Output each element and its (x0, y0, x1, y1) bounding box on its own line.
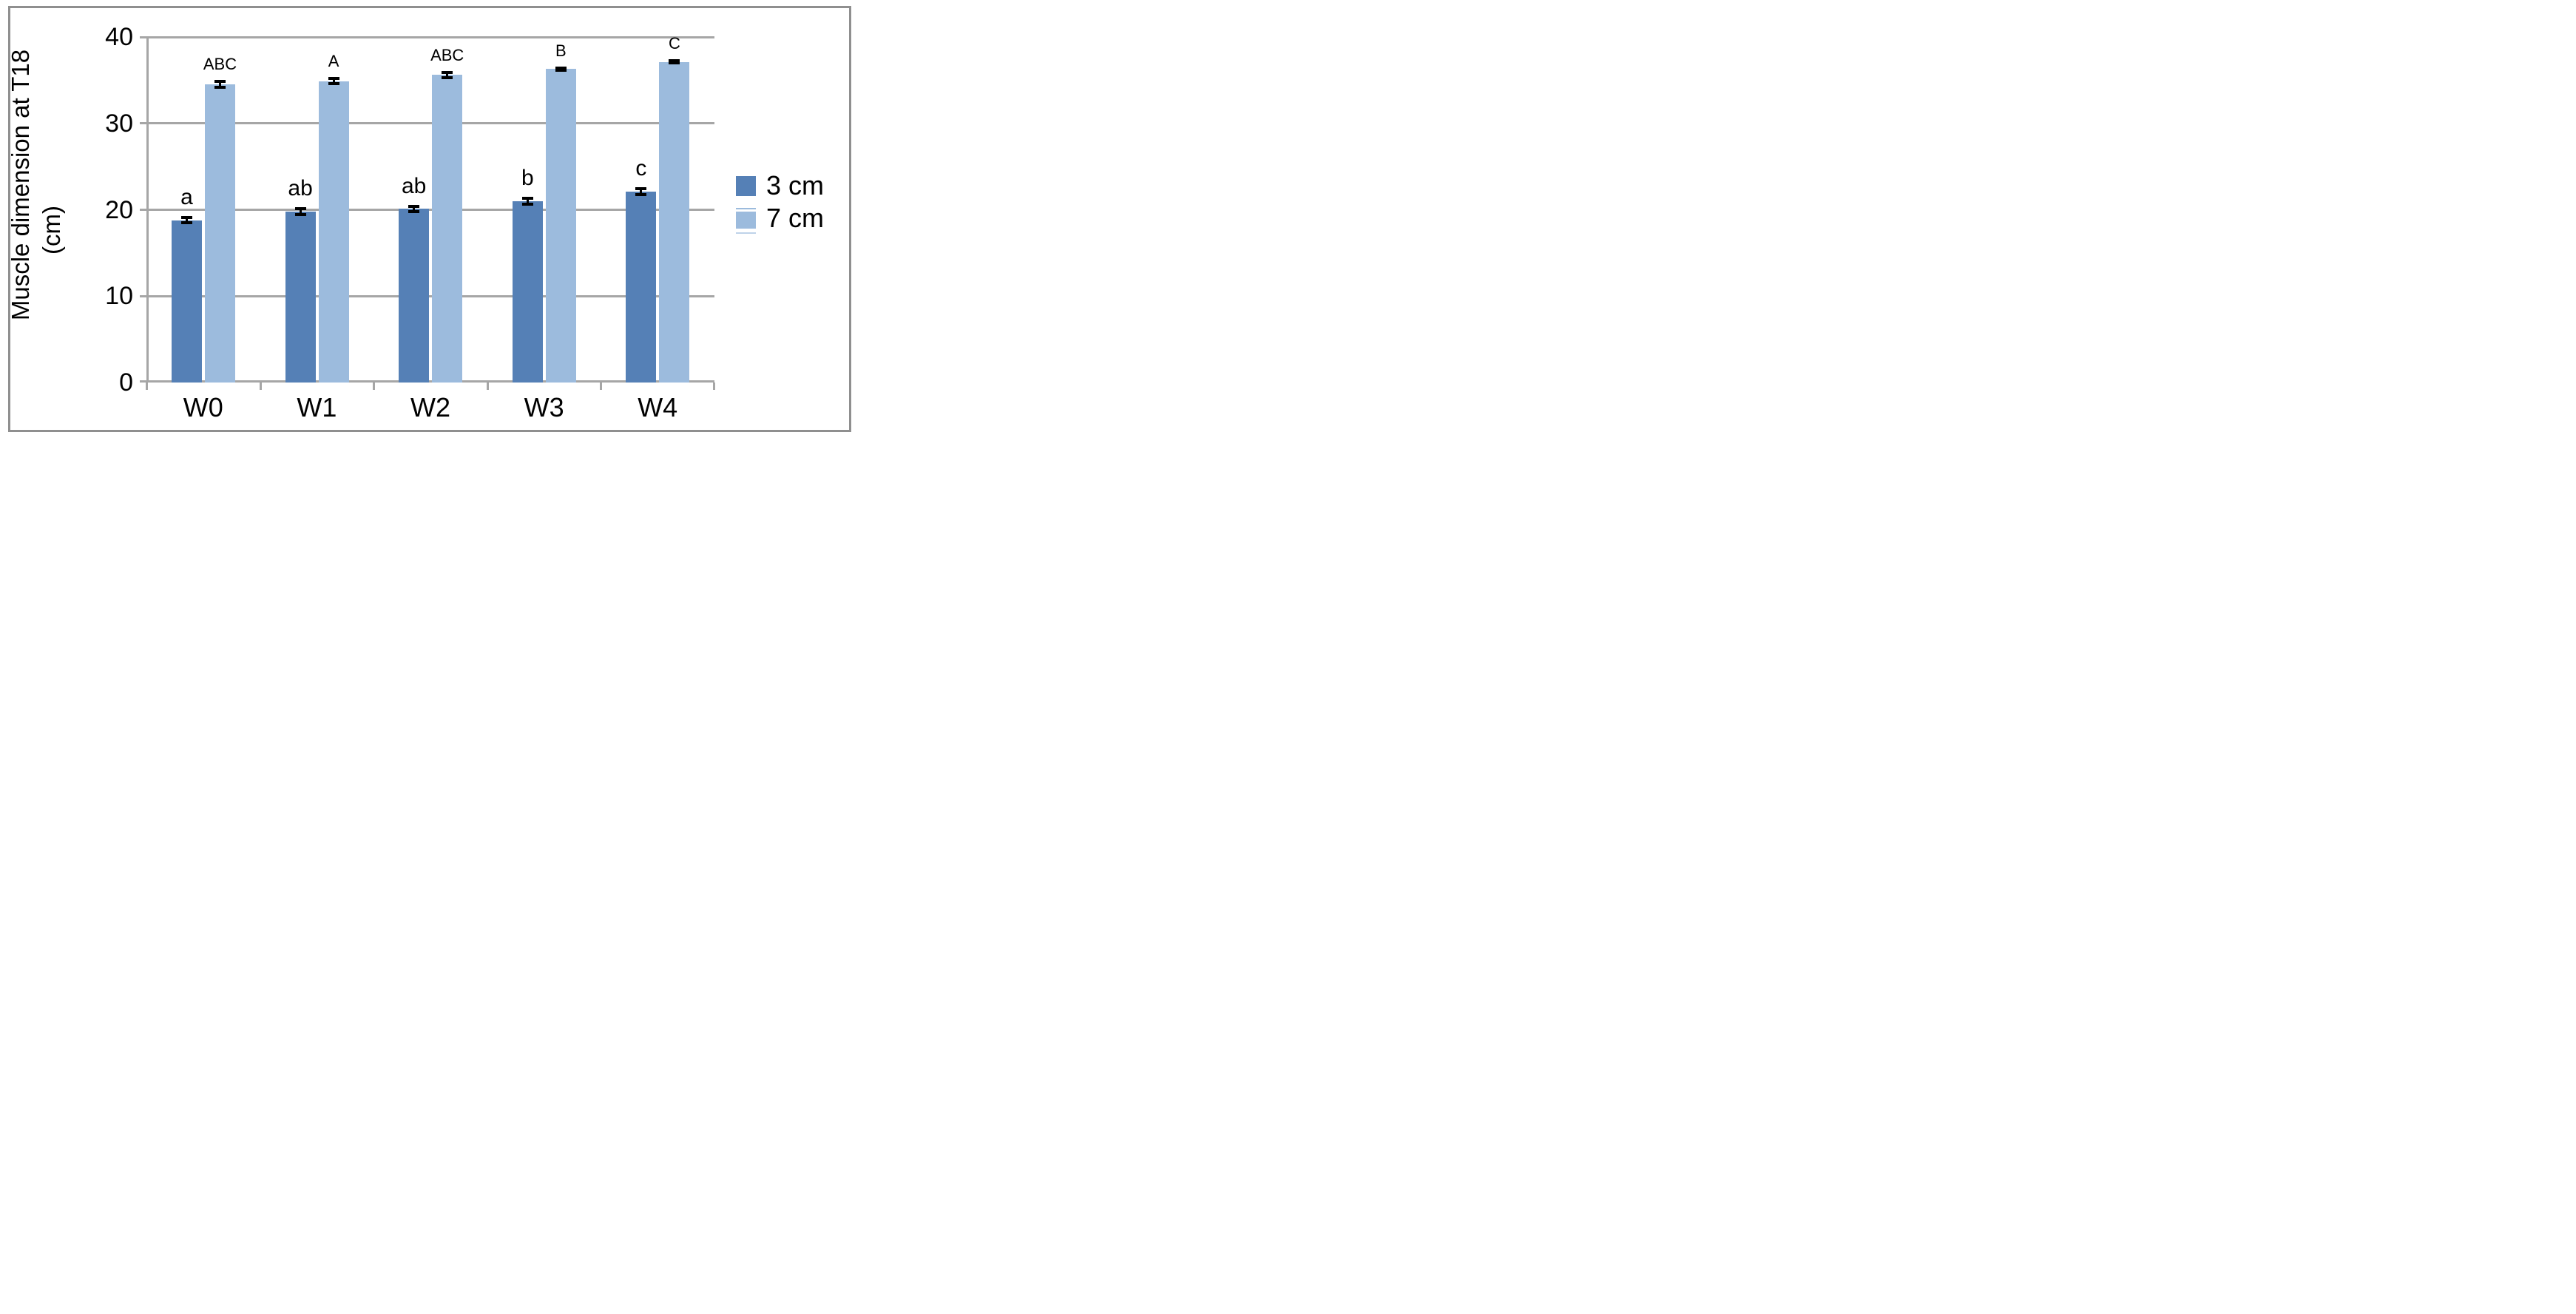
x-tick-label-W0: W0 (183, 392, 223, 422)
sig-letter-W2-3cm: ab (402, 173, 427, 198)
bar-W3-3cm (512, 201, 543, 383)
plot-area: 0 10 20 30 40 W0 a ABC W1 ab A W2 ab ABC W3 b B W4 c C (105, 23, 715, 422)
legend-swatch-3cm (736, 175, 756, 196)
error-bar-cap-bottom (442, 76, 453, 80)
legend-label-7cm: 7 cm (766, 203, 825, 233)
error-bar-cap-bottom (214, 86, 226, 90)
gridline-30 (140, 122, 714, 125)
gridline-40 (140, 36, 714, 38)
error-bar-cap-top (555, 66, 567, 70)
error-bar-W3-3cm (521, 197, 533, 206)
legend-label-3cm: 3 cm (766, 170, 825, 201)
y-tick-label-40: 40 (105, 23, 133, 51)
error-bar-line (186, 215, 188, 225)
bar-W2-7cm (432, 75, 463, 383)
error-bar-line (446, 70, 449, 80)
error-bar-line (413, 204, 416, 214)
error-bar-cap-bottom (555, 68, 567, 72)
x-axis-tick (373, 383, 376, 390)
error-bar-cap-top (181, 215, 192, 219)
error-bar-cap-bottom (521, 202, 533, 206)
error-bar-W4-7cm (669, 59, 680, 65)
error-bar-W2-7cm (442, 70, 453, 80)
sig-letter-W4-7cm: C (668, 34, 680, 53)
error-bar-line (299, 207, 302, 216)
error-bar-W0-3cm (181, 215, 192, 225)
bar-W0-3cm (172, 220, 202, 383)
error-bar-W1-7cm (328, 76, 339, 86)
error-bar-cap-top (669, 59, 680, 63)
error-bar-cap-top (408, 204, 420, 208)
sig-letter-W4-3cm: c (635, 156, 647, 181)
sig-letter-W0-3cm: a (180, 184, 193, 209)
x-tick-label-W3: W3 (524, 392, 564, 422)
bar-W3-7cm (545, 69, 576, 383)
legend-item-3cm: 3 cm (736, 172, 824, 199)
error-bar-cap-top (442, 70, 453, 74)
sig-letter-W0-7cm: ABC (203, 55, 237, 74)
x-axis-tick (486, 383, 489, 390)
error-bar-cap-bottom (328, 82, 339, 86)
error-bar-line (640, 187, 643, 196)
sig-letter-W2-7cm: ABC (430, 45, 464, 64)
category-group-W1: W1 ab A (260, 37, 374, 422)
chart-figure: Muscle dimension at T18 (cm) 0 10 20 30 40 W0… (0, 0, 859, 438)
error-bar-cap-bottom (181, 221, 192, 225)
legend: 3 cm 7 cm (736, 172, 825, 234)
error-bar-cap-top (521, 197, 533, 200)
error-bar-line (219, 80, 221, 90)
x-axis-tick (146, 383, 148, 390)
category-group-W3: W3 b B (487, 37, 601, 422)
error-bar-cap-top (294, 207, 306, 211)
error-bar-cap-bottom (294, 212, 306, 216)
x-axis-tick (600, 383, 603, 390)
legend-swatch-7cm (736, 207, 756, 234)
y-axis-title: Muscle dimension at T18 (7, 49, 34, 321)
x-axis-tick (713, 383, 715, 390)
error-bar-cap-bottom (669, 61, 680, 65)
error-bar-W0-7cm (214, 80, 226, 90)
sig-letter-W1-7cm: A (328, 51, 339, 70)
sig-letter-W3-7cm: B (555, 41, 567, 60)
x-tick-label-W4: W4 (638, 392, 678, 422)
error-bar-W2-3cm (408, 204, 420, 214)
y-tick-label-10: 10 (105, 282, 133, 311)
y-tick-label-20: 20 (105, 195, 133, 224)
error-bar-W4-3cm (635, 187, 647, 196)
legend-swatch-bottom-line (736, 232, 756, 234)
x-tick-label-W1: W1 (297, 392, 337, 422)
error-bar-cap-bottom (408, 210, 420, 214)
error-bar-cap-top (635, 187, 647, 191)
y-tick-label-30: 30 (105, 109, 133, 138)
bar-W1-7cm (318, 81, 349, 383)
error-bar-line (526, 197, 529, 206)
sig-letter-W1-3cm: ab (288, 176, 313, 201)
y-axis-unit-label: (cm) (38, 206, 65, 255)
category-group-W4: W4 c C (601, 34, 714, 422)
legend-swatch-top-line (736, 207, 756, 209)
legend-swatch-body (736, 211, 756, 229)
error-bar-cap-bottom (635, 192, 647, 196)
sig-letter-W3-3cm: b (521, 166, 534, 190)
x-tick-label-W2: W2 (410, 392, 450, 422)
category-group-W0: W0 a ABC (146, 37, 260, 422)
bar-W2-3cm (399, 209, 430, 383)
error-bar-cap-top (328, 76, 339, 80)
x-axis-tick (259, 383, 262, 390)
bar-W4-3cm (626, 191, 657, 383)
error-bar-line (332, 76, 335, 86)
category-group-W2: W2 ab ABC (373, 37, 487, 422)
legend-item-7cm: 7 cm (736, 203, 825, 234)
bar-W1-3cm (285, 211, 316, 383)
y-tick-label-0: 0 (119, 368, 133, 397)
error-bar-W1-3cm (294, 207, 306, 216)
error-bar-cap-top (214, 80, 226, 84)
bar-W0-7cm (205, 84, 235, 383)
error-bar-W3-7cm (555, 66, 567, 72)
bar-W4-7cm (659, 61, 690, 383)
figure-border: Muscle dimension at T18 (cm) 0 10 20 30 40 W0… (7, 6, 851, 432)
